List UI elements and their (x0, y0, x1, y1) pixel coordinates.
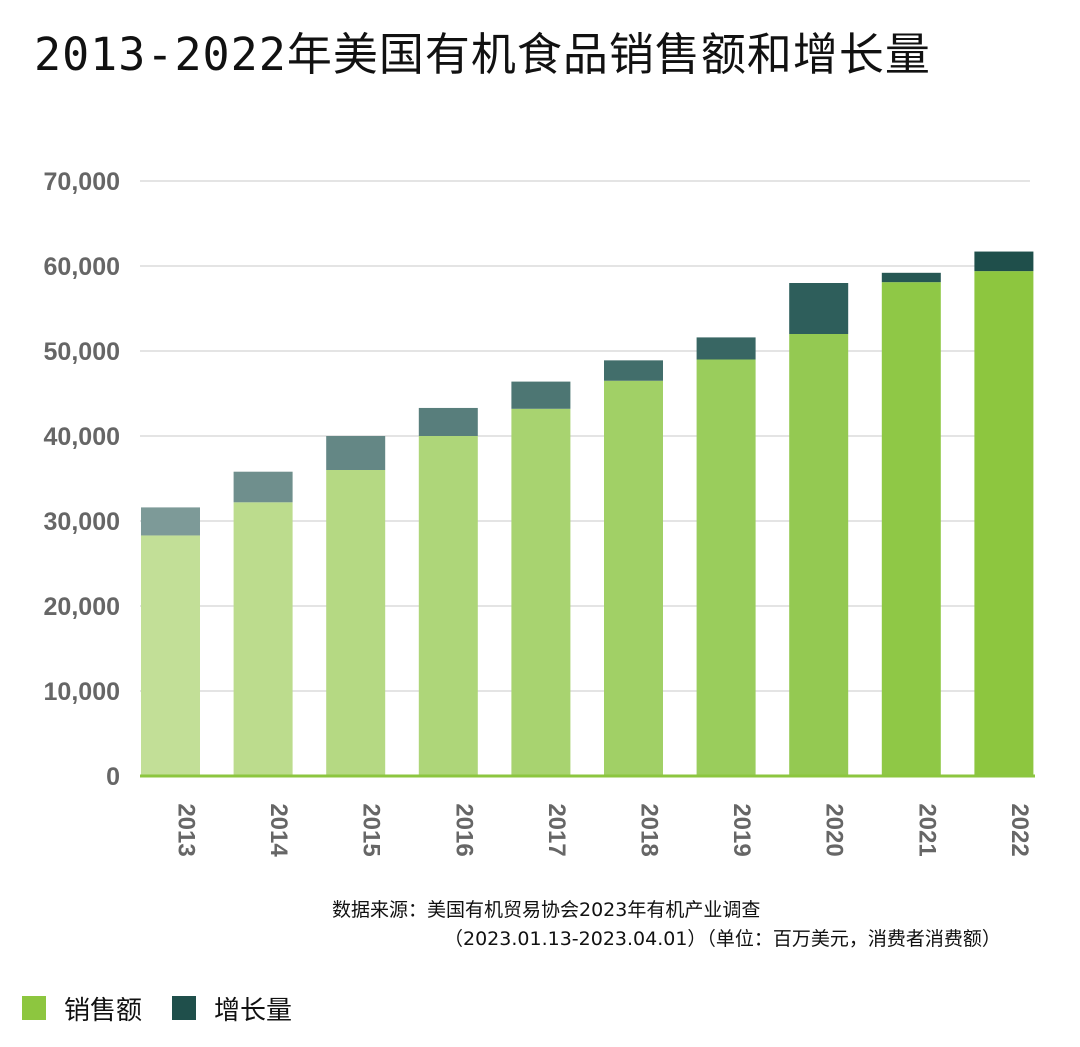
bar-growth-2018 (604, 360, 663, 381)
x-axis-ticks: 2013 2014 2015 2016 2017 2018 2019 2020 2021 2022 (173, 803, 1033, 857)
legend-item-growth: 增长量 (172, 990, 292, 1027)
y-tick-label: 30,000 (44, 508, 120, 536)
legend: 销售额 增长量 (22, 988, 292, 1028)
bar-sales-2017 (511, 408, 571, 776)
bar-sales-2013 (141, 535, 200, 776)
x-tick-label: 2017 (543, 803, 570, 856)
x-tick-label: 2014 (265, 803, 292, 857)
bar-sales-2014 (233, 502, 293, 776)
source-line-2: （2023.01.13-2023.04.01）（单位：百万美元，消费者消费额） (444, 928, 1001, 950)
bar-growth-2019 (696, 337, 756, 360)
y-tick-label: 50,000 (44, 338, 120, 366)
bar-sales-2021 (881, 282, 941, 776)
x-tick-label: 2016 (450, 803, 477, 856)
x-tick-label: 2021 (913, 803, 940, 856)
chart-title: 2013-2022年美国有机食品销售额和增长量 (34, 28, 931, 81)
bar-sales-2015 (326, 470, 386, 776)
bar-growth-2020 (789, 283, 849, 334)
x-tick-label: 2015 (358, 803, 385, 856)
bar-growth-2014 (233, 471, 293, 503)
bar-growth-2021 (881, 272, 941, 283)
bar-growth-2015 (326, 436, 386, 470)
bar-growth-2016 (418, 407, 478, 436)
legend-swatch-growth (172, 996, 197, 1020)
source-line-1: 数据来源：美国有机贸易协会2023年有机产业调查 (332, 899, 761, 921)
bar-sales-2019 (696, 359, 756, 776)
bar-growth-2022 (974, 251, 1034, 272)
bar-sales-2020 (789, 334, 849, 776)
x-tick-label: 2013 (173, 803, 200, 856)
y-tick-label: 10,000 (44, 678, 120, 706)
y-axis-ticks: 0 10,000 20,000 30,000 40,000 50,000 60,000 70,… (44, 168, 120, 791)
x-tick-label: 2018 (636, 803, 663, 856)
x-tick-label: 2019 (728, 803, 755, 856)
y-tick-label: 0 (106, 763, 120, 791)
legend-label-sales: 销售额 (64, 995, 143, 1026)
y-tick-label: 70,000 (44, 168, 120, 196)
y-tick-label: 40,000 (44, 423, 120, 451)
bar-growth-2017 (511, 381, 571, 409)
y-tick-label: 20,000 (44, 593, 120, 621)
bar-chart: 0 10,000 20,000 30,000 40,000 50,000 60,000 70,… (44, 168, 1035, 857)
bar-sales-2022 (974, 271, 1034, 776)
legend-swatch-sales (22, 996, 46, 1020)
bars (141, 251, 1034, 776)
bar-growth-2013 (141, 507, 200, 536)
x-tick-label: 2020 (821, 803, 848, 856)
legend-item-sales: 销售额 (22, 990, 142, 1027)
x-tick-label: 2022 (1006, 803, 1033, 856)
legend-label-growth: 增长量 (214, 995, 293, 1026)
bar-sales-2016 (418, 436, 478, 776)
source-note: 数据来源：美国有机贸易协会2023年有机产业调查 （2023.01.13-202… (332, 896, 1001, 954)
y-tick-label: 60,000 (44, 253, 120, 281)
bar-sales-2018 (604, 380, 663, 776)
